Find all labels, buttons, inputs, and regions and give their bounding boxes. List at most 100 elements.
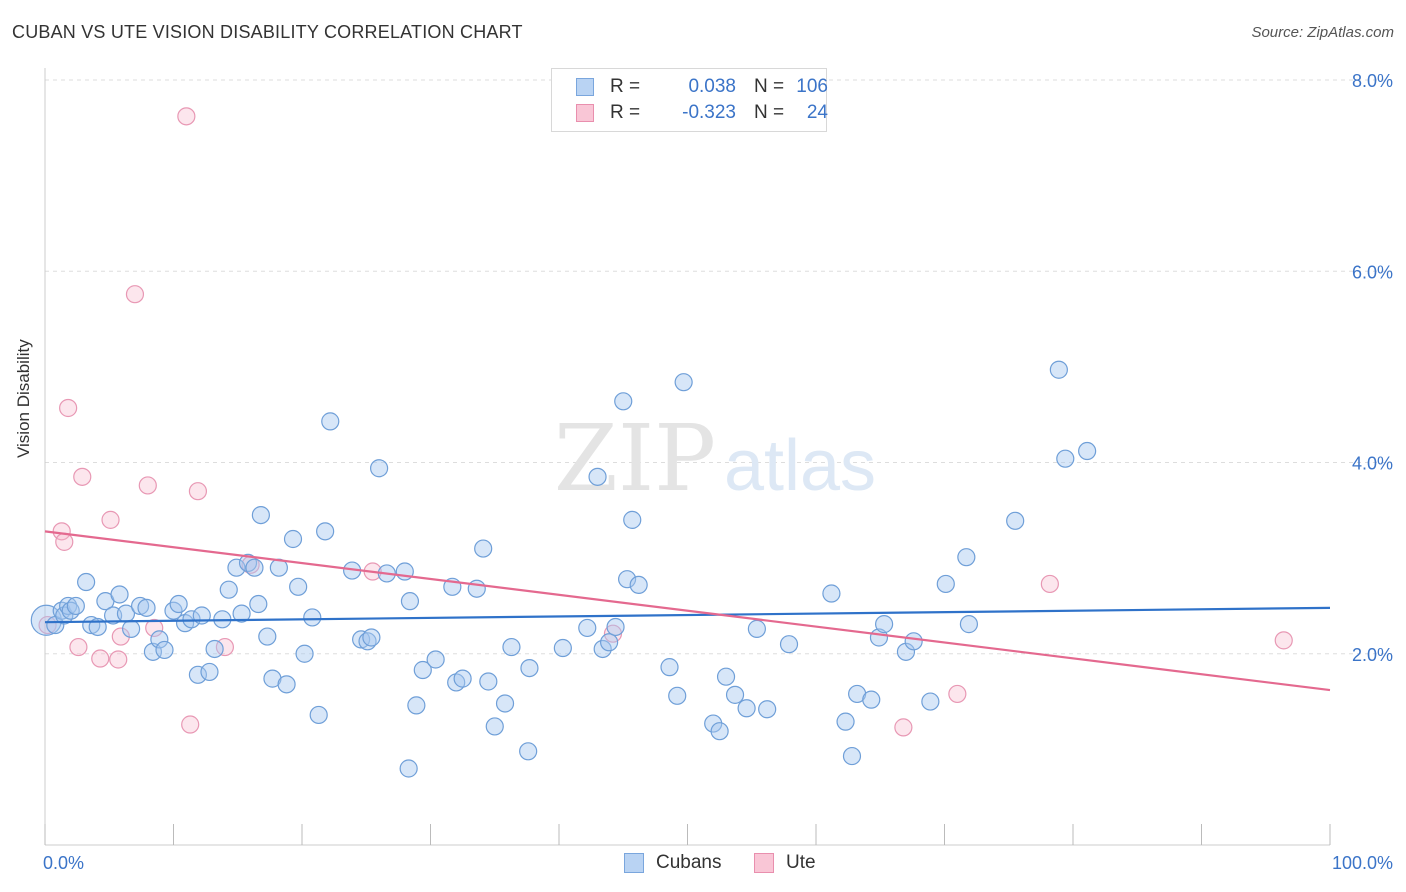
cubans-point <box>205 639 224 659</box>
trend-lines <box>44 530 1331 692</box>
cubans-point <box>289 577 308 596</box>
legend-swatch-cubans <box>624 853 644 873</box>
cubans-point <box>309 705 328 725</box>
ute-point <box>948 684 967 704</box>
axes <box>44 68 1331 846</box>
cubans-point <box>1049 360 1068 379</box>
cubans-point <box>936 574 955 594</box>
ute-point <box>138 476 157 495</box>
cubans-point <box>232 604 251 623</box>
cubans-point <box>588 467 607 486</box>
cubans-point <box>485 717 504 736</box>
cubans-point <box>251 505 270 525</box>
x-tick-label-max: 100.0% <box>1332 853 1393 873</box>
ute-point <box>73 467 92 486</box>
cubans-point <box>606 617 625 637</box>
cubans-point <box>59 596 78 616</box>
cubans-point <box>249 594 268 614</box>
cubans-point <box>121 619 141 638</box>
n-label: N = <box>754 102 785 123</box>
cubans-point <box>407 696 426 715</box>
cubans-point <box>502 637 521 657</box>
cubans-point <box>1056 449 1075 468</box>
ute-point <box>145 618 164 638</box>
cubans-point <box>130 596 150 616</box>
cubans-point <box>479 672 498 691</box>
watermark-atlas: atlas <box>724 426 876 506</box>
ute-point <box>894 718 913 737</box>
n-label: N = <box>754 76 785 97</box>
cubans-point <box>316 522 335 541</box>
r-value: 0.038 <box>688 76 736 97</box>
cubans-point <box>258 627 277 646</box>
cubans-point <box>957 548 976 567</box>
watermark-zip: ZIP <box>554 405 716 512</box>
cubans-point <box>842 746 862 766</box>
cubans-point <box>921 692 940 711</box>
cubans-point <box>295 644 314 663</box>
cubans-point <box>519 742 538 761</box>
cubans-point <box>66 596 85 616</box>
cubans-point <box>758 700 777 719</box>
legend-label-cubans: Cubans <box>656 852 722 873</box>
cubans-point <box>578 618 597 638</box>
cubans-point <box>520 658 539 678</box>
cubans-point <box>737 699 756 718</box>
ute-point <box>38 615 57 635</box>
ute-point <box>1040 574 1059 594</box>
cubans-point <box>467 579 486 598</box>
cubans-points <box>30 360 1097 778</box>
source-credit: Source: ZipAtlas.com <box>1251 24 1394 41</box>
cubans-point <box>400 592 420 611</box>
r-label: R = <box>610 76 641 97</box>
n-value: 106 <box>796 76 828 97</box>
cubans-point <box>674 373 693 392</box>
ute-trend-line <box>44 530 1331 692</box>
ute-point <box>177 107 196 126</box>
stats-legend: R = 0.038 N = 106 R = -0.323 N = 24 <box>551 68 828 132</box>
cubans-point <box>904 632 923 651</box>
cubans-point <box>553 638 572 658</box>
cubans-point <box>747 619 766 638</box>
r-label: R = <box>610 102 641 123</box>
cubans-point <box>618 570 637 589</box>
y-tick-label: 6.0% <box>1352 262 1393 282</box>
cubans-point <box>660 658 679 677</box>
cubans-point <box>453 669 472 688</box>
cubans-point <box>362 628 381 647</box>
x-tick-label-min: 0.0% <box>43 853 84 873</box>
cubans-point <box>668 686 687 705</box>
cubans-point <box>188 665 208 684</box>
ute-point <box>91 649 110 668</box>
cubans-point <box>426 650 445 669</box>
legend-swatch-ute <box>576 104 594 122</box>
ute-point <box>59 398 78 418</box>
cubans-point <box>169 594 188 614</box>
y-tick-label: 4.0% <box>1352 454 1393 474</box>
tick-labels: 2.0% 4.0% 6.0% 8.0% 0.0% 100.0% <box>43 71 1393 873</box>
cubans-point <box>245 558 264 577</box>
cubans-point <box>303 608 322 627</box>
gridlines <box>45 79 1392 655</box>
cubans-point <box>110 585 129 604</box>
cubans-point <box>779 635 799 654</box>
cubans-point <box>200 662 219 682</box>
cubans-point <box>862 690 881 709</box>
ute-point <box>1274 631 1293 650</box>
cubans-point <box>614 392 633 411</box>
cubans-point <box>495 694 515 713</box>
chart-title: CUBAN VS UTE VISION DISABILITY CORRELATI… <box>12 22 523 42</box>
cubans-point <box>155 640 174 660</box>
cubans-point <box>283 529 303 549</box>
ute-point <box>109 650 128 669</box>
cubans-point <box>875 615 894 634</box>
cubans-point <box>629 575 648 595</box>
ute-point <box>111 627 130 646</box>
ute-point <box>181 715 200 734</box>
cubans-point <box>219 580 238 599</box>
cubans-point <box>593 639 612 659</box>
cubans-point <box>277 675 296 694</box>
cubans-trend-line <box>44 606 1331 624</box>
cubans-point <box>77 572 96 592</box>
